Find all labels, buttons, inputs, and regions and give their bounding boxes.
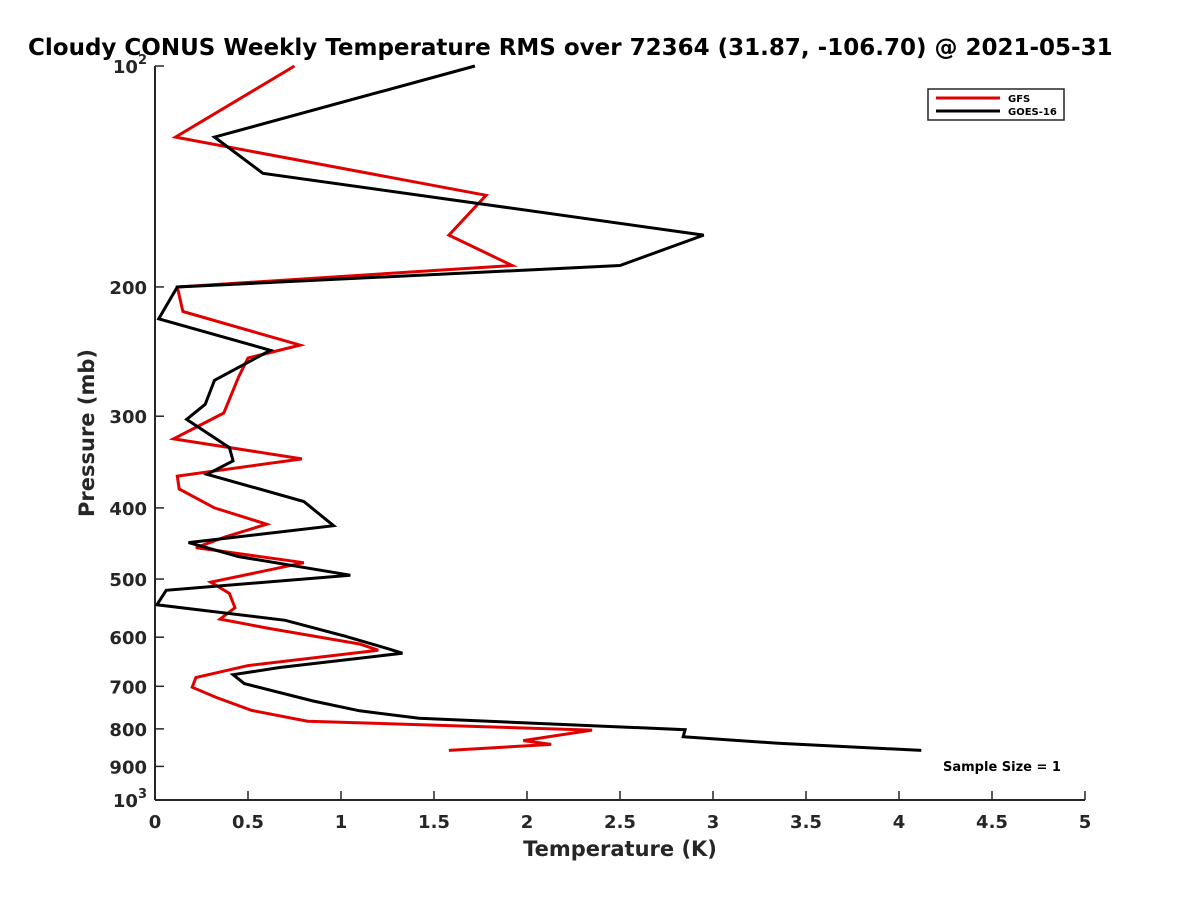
x-tick-label: 1.5 xyxy=(418,812,450,833)
x-axis-label: Temperature (K) xyxy=(523,837,717,861)
y-axis: 102 200 300 400 500 600 700 800 900 103 xyxy=(109,53,164,812)
legend: GFS GOES-16 xyxy=(927,88,1065,121)
plot-area xyxy=(154,66,1085,801)
series-layer xyxy=(154,64,922,752)
x-axis: 0 0.5 1 1.5 2 2.5 3 3.5 4 4.5 5 xyxy=(149,791,1092,833)
legend-box xyxy=(927,88,1065,121)
x-tick-label: 1 xyxy=(335,812,348,833)
y-tick-label: 300 xyxy=(109,407,147,428)
y-tick-label: 102 xyxy=(113,53,147,78)
x-tick-label: 3.5 xyxy=(790,812,822,833)
y-tick-label: 900 xyxy=(109,757,147,778)
series-line-gfs xyxy=(168,64,593,752)
y-tick-label: 700 xyxy=(109,677,147,698)
x-tick-label: 2.5 xyxy=(604,812,636,833)
sample-size-annotation: Sample Size = 1 xyxy=(943,760,1061,775)
y-tick-label: 800 xyxy=(109,720,147,741)
y-axis-label: Pressure (mb) xyxy=(75,349,99,517)
legend-label: GOES-16 xyxy=(1008,107,1057,118)
x-tick-label: 0.5 xyxy=(232,812,264,833)
x-tick-label: 2 xyxy=(521,812,534,833)
legend-label: GFS xyxy=(1008,94,1030,105)
x-tick-label: 0 xyxy=(149,812,162,833)
x-tick-label: 5 xyxy=(1079,812,1092,833)
chart-title: Cloudy CONUS Weekly Temperature RMS over… xyxy=(28,35,1113,61)
x-tick-label: 4.5 xyxy=(976,812,1008,833)
series-line-goes-16 xyxy=(154,64,922,752)
y-tick-label: 500 xyxy=(109,570,147,591)
x-tick-label: 3 xyxy=(707,812,720,833)
y-tick-label: 200 xyxy=(109,278,147,299)
y-tick-label: 103 xyxy=(113,787,147,812)
x-tick-label: 4 xyxy=(893,812,906,833)
y-tick-label: 400 xyxy=(109,499,147,520)
y-tick-label: 600 xyxy=(109,628,147,649)
